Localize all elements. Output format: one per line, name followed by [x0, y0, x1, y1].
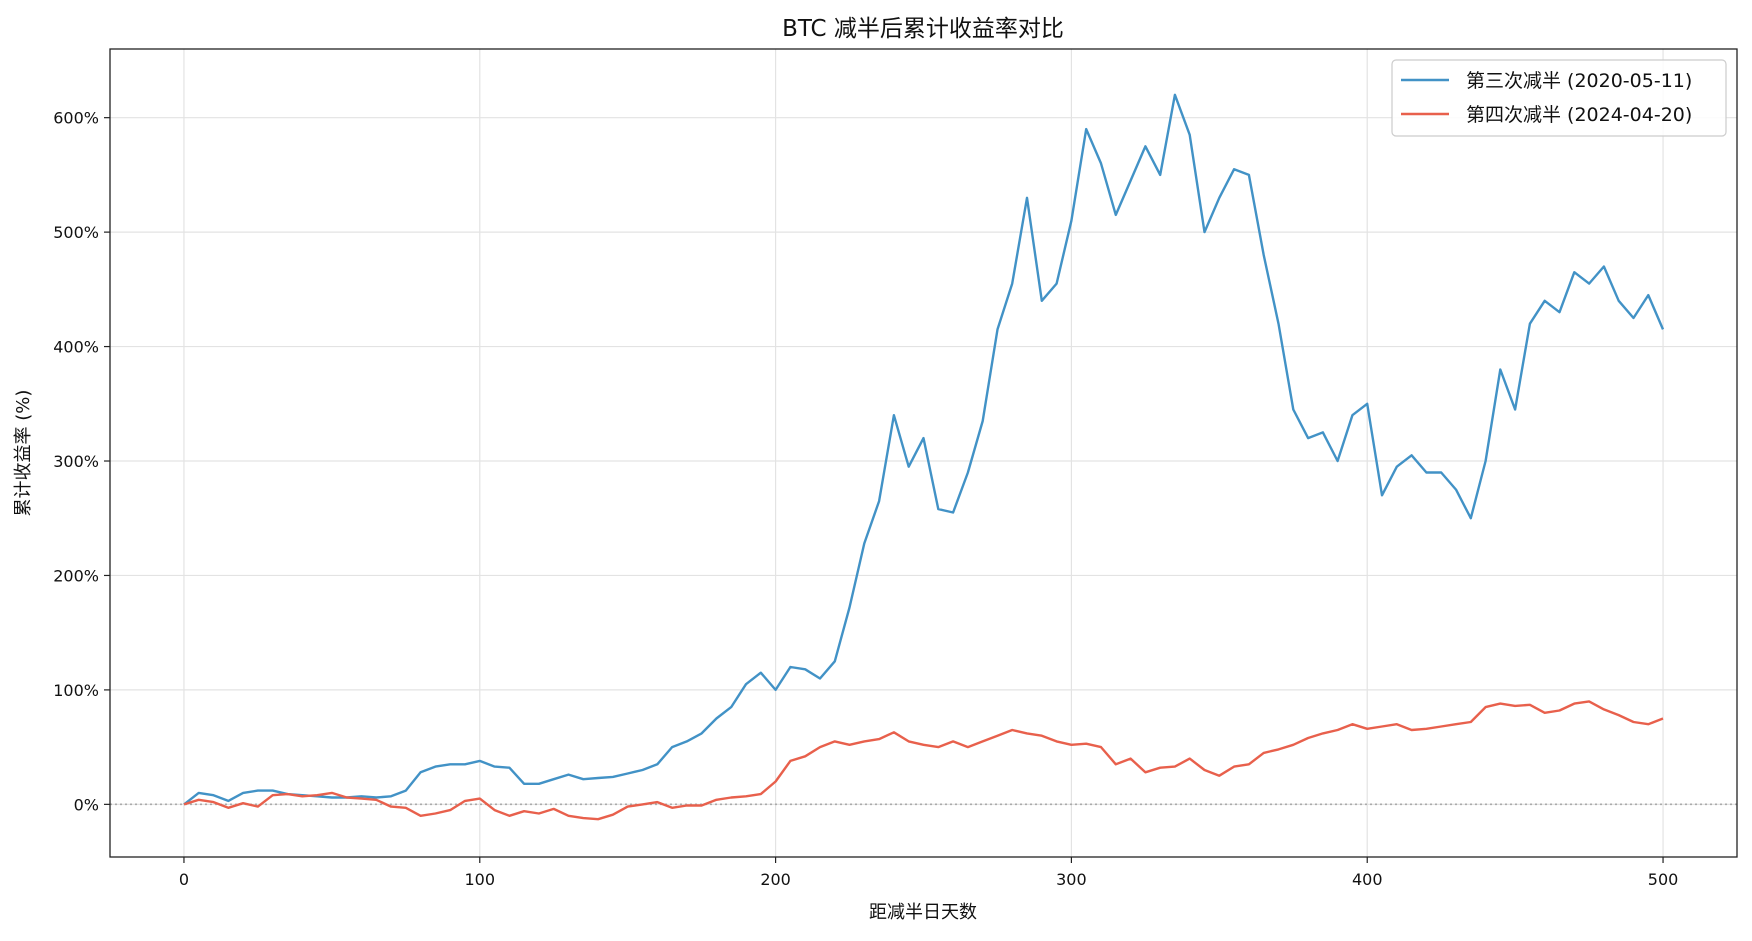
series-group — [183, 93, 1665, 821]
y-tick-label: 300% — [53, 452, 99, 471]
x-tick-label: 200 — [760, 870, 791, 889]
y-tick-label: 100% — [53, 681, 99, 700]
y-tick-label: 500% — [53, 223, 99, 242]
chart-title: BTC 减半后累计收益率对比 — [782, 16, 1064, 42]
legend-label-third-halving: 第三次减半 (2020-05-11) — [1466, 70, 1692, 92]
y-axis-ticks: 0% 100% 200% 300% 400% 500% 600% — [53, 109, 110, 814]
x-axis-ticks: 0 100 200 300 400 500 — [179, 857, 1678, 889]
x-tick-label: 500 — [1648, 870, 1679, 889]
series-line-third-halving — [183, 93, 1665, 806]
series-line-fourth-halving — [183, 700, 1664, 821]
legend-box — [1391, 59, 1727, 137]
x-tick-label: 100 — [464, 870, 495, 889]
y-axis-label: 累计收益率 (%) — [13, 390, 34, 517]
legend: 第三次减半 (2020-05-11) 第四次减半 (2024-04-20) — [1391, 59, 1727, 137]
x-tick-label: 400 — [1352, 870, 1383, 889]
x-tick-label: 300 — [1056, 870, 1087, 889]
x-axis-label: 距减半日天数 — [869, 902, 977, 923]
grid — [110, 49, 1737, 857]
y-tick-label: 200% — [53, 566, 99, 585]
legend-label-fourth-halving: 第四次减半 (2024-04-20) — [1466, 104, 1692, 126]
x-tick-label: 0 — [179, 870, 189, 889]
y-tick-label: 0% — [74, 795, 99, 814]
y-tick-label: 400% — [53, 338, 99, 357]
y-tick-label: 600% — [53, 109, 99, 128]
plot-area-frame — [109, 48, 1738, 858]
